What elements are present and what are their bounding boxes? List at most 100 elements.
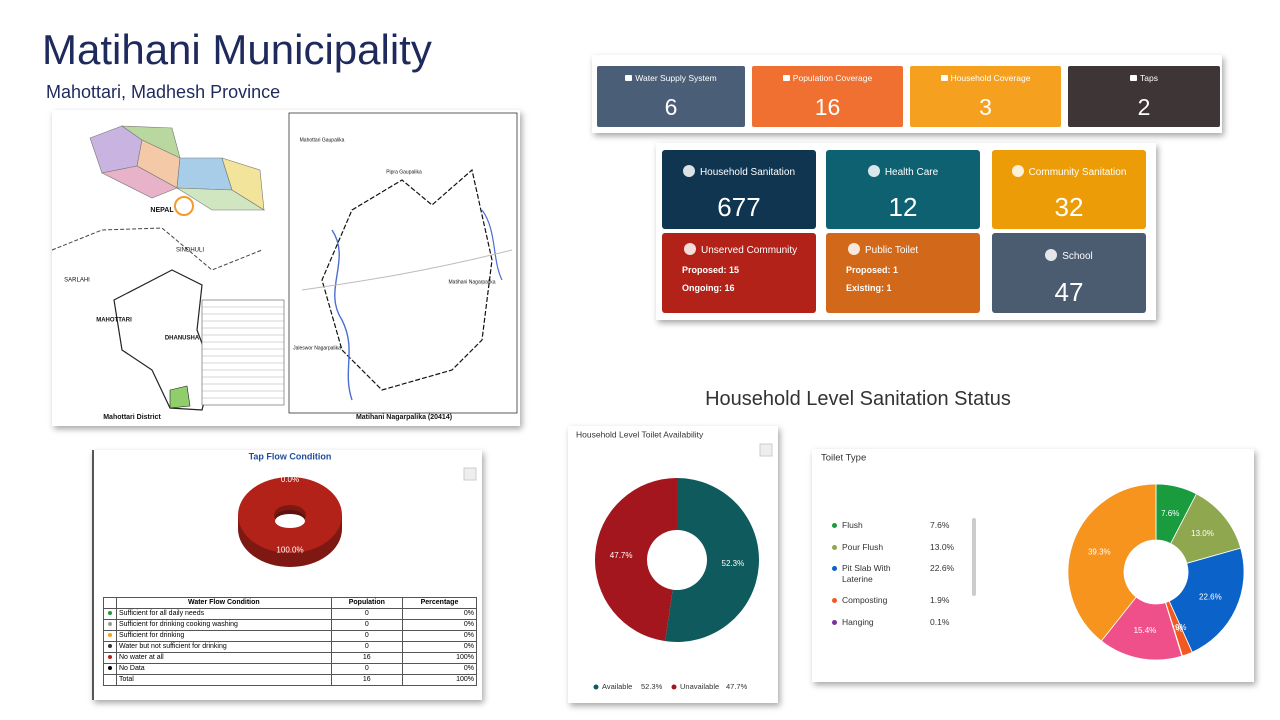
slice-label: 47.7% (610, 551, 633, 560)
donut-slice (238, 477, 342, 553)
card-value: 6 (664, 94, 678, 120)
detail-label: Existing: (846, 283, 885, 293)
card-detail: Ongoing: 16 (682, 283, 735, 293)
slice-label: 7.6% (1161, 509, 1179, 518)
slice-label: 39.3% (1088, 547, 1111, 556)
card-icon (848, 243, 860, 255)
tap-chart: Tap Flow Condition 100.0% 0.0% (238, 451, 477, 567)
legend-dot (108, 644, 112, 648)
river (481, 209, 503, 281)
donut-slice (1067, 483, 1157, 642)
row-marker (103, 641, 117, 653)
map-label: MAHOTTARI (96, 318, 132, 324)
legend-name: Available (602, 682, 632, 691)
table-row: Sufficient for drinking 0 0% (103, 630, 478, 642)
row-marker (103, 663, 117, 675)
table-row: No water at all 16 100% (103, 652, 478, 664)
detail-label: Ongoing: (682, 283, 722, 293)
card-label-text: Public Toilet (865, 245, 919, 256)
map-label: Jaleswor Nagarpalika (293, 345, 341, 351)
legend-dot (832, 545, 837, 550)
legend-dot (593, 684, 599, 690)
map-frame (288, 112, 518, 414)
legend-dot (108, 622, 112, 626)
card-icon (1011, 165, 1024, 177)
card-value: 677 (717, 192, 761, 222)
sanitation-card: Community Sanitation 32 (992, 150, 1146, 229)
map-label: NEPAL (150, 207, 174, 214)
row-percentage: 100% (401, 652, 478, 664)
card-icon (684, 243, 696, 255)
menu-box (463, 467, 477, 481)
legend-dot (108, 655, 112, 659)
map-label: DHANUSHA (165, 336, 200, 342)
slice-label: 0.0% (281, 475, 299, 484)
map-label: Matihani Nagarpalika (449, 279, 496, 285)
legend-dot (671, 684, 677, 690)
detail-value: 1 (886, 283, 892, 293)
row-population: 0 (330, 619, 403, 631)
card-label-text: School (1062, 251, 1093, 262)
row-name: Sufficient for drinking cooking washing (116, 619, 332, 631)
detail-value: 15 (729, 265, 740, 275)
donut-slice (594, 478, 677, 642)
slice-label: 13.0% (1191, 529, 1214, 538)
table-row: Sufficient for all daily needs 0 0% (103, 608, 478, 620)
map-label: Pipra Gaupalika (386, 169, 422, 175)
card-label: Water Supply System (597, 73, 745, 83)
row-name: No Data (116, 663, 332, 675)
row-name: No water at all (116, 652, 332, 664)
card-label: School (992, 249, 1146, 262)
detail-label: Proposed: (682, 265, 727, 275)
card-value: 12 (888, 192, 918, 222)
slice-label: 100.0% (276, 545, 303, 554)
table-total: Total 16 100% (103, 674, 478, 686)
slice-label: 22.6% (1199, 592, 1222, 601)
legend-value: 1.9% (930, 595, 950, 605)
total-population: 16 (330, 674, 403, 686)
legend-name: Flush (842, 520, 863, 530)
row-name: Sufficient for all daily needs (116, 608, 332, 620)
row-marker (103, 630, 117, 642)
card-detail: Proposed: 1 (846, 265, 898, 275)
legend-value: 13.0% (930, 542, 955, 552)
legend-value: 7.6% (930, 520, 950, 530)
donut-slice (665, 478, 760, 643)
district-border (51, 227, 263, 271)
map-highlight (174, 196, 194, 216)
card-icon (782, 75, 790, 81)
legend-dot (832, 598, 837, 603)
sanitation-card: Public Toilet Proposed: 1 Existing: 1 (826, 233, 980, 313)
legend-dot (832, 523, 837, 528)
sanitation-card: Household Sanitation 677 (662, 150, 816, 229)
scrollbar (972, 518, 976, 596)
map-label: SINDHULI (176, 248, 204, 254)
table-header: Water Flow Condition Population Percentage (103, 597, 478, 609)
summary-card: Taps 2 (1068, 66, 1220, 127)
card-value: 2 (1137, 94, 1151, 120)
row-marker (103, 608, 117, 620)
table-row: Water but not sufficient for drinking 0 0% (103, 641, 478, 653)
sanitation-card: Health Care 12 (826, 150, 980, 229)
card-label-text: Population Coverage (792, 73, 873, 83)
header-cell: Percentage (401, 597, 478, 609)
card-value: 16 (814, 94, 841, 120)
detail-value: 1 (893, 265, 899, 275)
card-label-text: Health Care (884, 167, 939, 178)
availability-chart: Household Level Toilet Availability 52.3%… (576, 429, 773, 691)
chart-title: Toilet Type (821, 453, 866, 464)
legend-dot (108, 633, 112, 637)
row-percentage: 0% (401, 641, 478, 653)
row-percentage: 0% (401, 619, 478, 631)
map-label: Mahottari District (103, 414, 161, 421)
slice-label: 15.4% (1134, 626, 1157, 635)
row-percentage: 0% (401, 630, 478, 642)
legend-dot (108, 666, 112, 670)
road (301, 249, 513, 291)
summary-card: Household Coverage 3 (910, 66, 1061, 127)
table-row: Sufficient for drinking cooking washing 0… (103, 619, 478, 631)
detail-value: 16 (724, 283, 735, 293)
card-label: Household Sanitation (662, 165, 816, 178)
legend-name: Composting (842, 595, 888, 605)
flow-table: Water Flow Condition Population Percentage… (103, 597, 478, 686)
